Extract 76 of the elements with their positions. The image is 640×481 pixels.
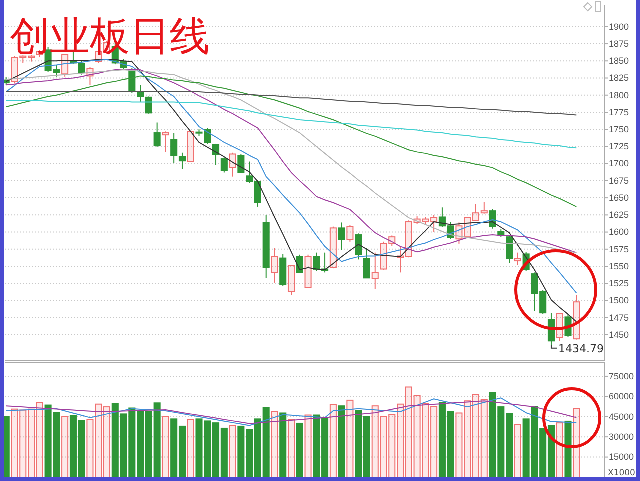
bar [514,424,522,478]
y-tick-label: 1750 [609,124,630,134]
y-tick-label: 60000 [609,392,634,402]
bar [430,406,438,478]
candlestick [162,131,170,153]
y-tick-label: 1625 [609,210,630,220]
candlestick [170,132,178,164]
bar [103,406,111,478]
bar [280,412,287,478]
y-tick-label: 1650 [609,192,630,203]
y-tick-label: 1800 [609,90,630,100]
y-tick-label: 30000 [609,432,634,442]
bar [36,402,44,478]
bar [464,400,472,478]
y-tick-label: 1900 [609,22,630,32]
candlestick [262,214,270,279]
bar [86,419,94,478]
bar [338,406,346,478]
bar [95,404,102,478]
candlestick [346,224,354,242]
bar [162,416,170,478]
bar [288,419,296,478]
bar [397,404,404,478]
candlestick [372,252,379,290]
candlestick [271,248,278,284]
bar [564,420,572,478]
bar [556,422,564,478]
y-tick-label: 1450 [609,330,630,340]
bar [187,419,194,478]
y-axis-title: X1000 [608,468,636,478]
y-tick-label: 1850 [609,56,630,66]
y-tick-label: 1600 [609,227,630,238]
bar [573,408,580,478]
bar [20,410,27,478]
bar [296,422,304,478]
candlestick [430,214,438,233]
bar [11,408,18,478]
bar [472,394,480,478]
annotation: 1434.79 [558,342,604,356]
bar [388,414,396,478]
y-tick-label: 1525 [609,278,630,289]
line-series [6,100,578,149]
bar [346,400,354,478]
bar [480,399,488,478]
bar [405,386,412,478]
candlestick [338,222,346,251]
bar [304,414,312,478]
bar [330,404,337,478]
y-tick-label: 1575 [609,244,630,254]
y-tick-label: 1500 [609,296,630,306]
y-tick-label: 1725 [609,142,630,152]
y-tick-label: 1550 [609,261,630,272]
bar [372,406,379,478]
bar [456,412,463,478]
bar [380,416,388,478]
y-tick-label: 1875 [609,38,630,49]
y-tick-label: 1775 [609,107,630,118]
bar [28,408,36,478]
y-tick-label: 1825 [609,73,630,84]
candlestick [288,265,296,296]
candlestick [472,204,480,222]
bar [271,411,278,478]
bar [229,425,236,478]
bar [422,403,430,478]
chart-title: 创业板日线 [10,14,210,60]
y-tick-label: 75000 [609,371,634,382]
y-tick-label: 1700 [609,158,630,169]
candlestick [304,254,312,288]
bar [62,416,69,478]
candlestick [480,202,488,214]
y-tick-label: 1675 [609,176,630,186]
bar [414,395,421,478]
y-tick-label: 45000 [609,412,634,422]
candlestick [514,252,522,266]
y-tick-label: 15000 [609,452,634,462]
y-tick-label: 1475 [609,312,630,323]
